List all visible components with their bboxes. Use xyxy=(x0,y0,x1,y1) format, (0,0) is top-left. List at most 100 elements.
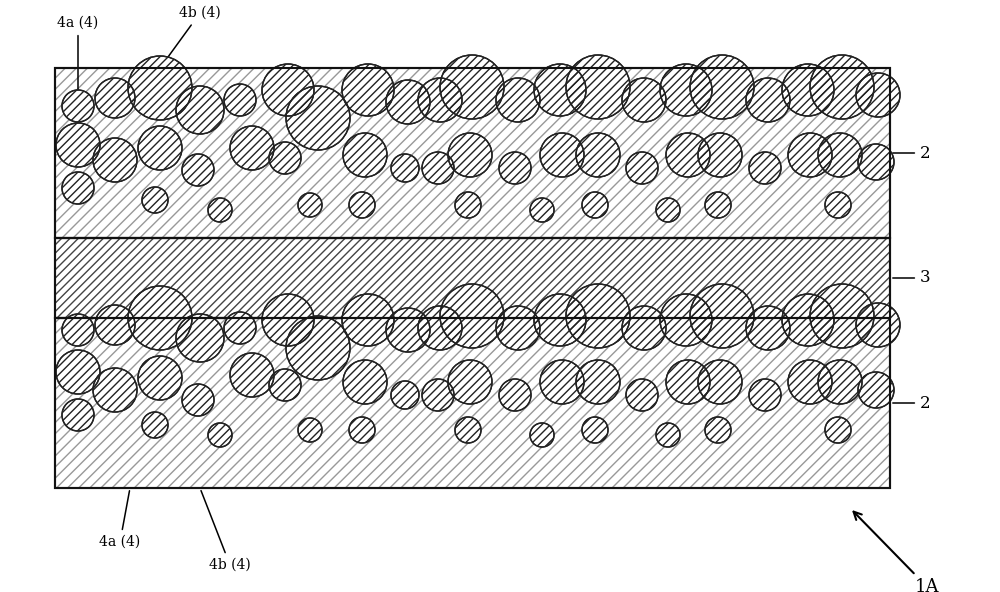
Bar xyxy=(55,238,890,318)
Circle shape xyxy=(530,198,554,222)
Circle shape xyxy=(858,144,894,180)
Circle shape xyxy=(224,84,256,116)
Circle shape xyxy=(566,284,630,348)
Circle shape xyxy=(286,316,350,380)
Circle shape xyxy=(746,78,790,122)
Text: 2: 2 xyxy=(893,394,931,411)
Circle shape xyxy=(496,306,540,350)
Circle shape xyxy=(746,306,790,350)
Circle shape xyxy=(782,294,834,346)
Circle shape xyxy=(782,64,834,116)
Circle shape xyxy=(455,417,481,443)
Circle shape xyxy=(349,192,375,218)
Circle shape xyxy=(749,152,781,184)
Circle shape xyxy=(269,369,301,401)
Circle shape xyxy=(810,284,874,348)
Circle shape xyxy=(62,90,94,122)
Circle shape xyxy=(386,308,430,352)
Circle shape xyxy=(208,423,232,447)
Circle shape xyxy=(626,379,658,411)
Circle shape xyxy=(230,353,274,397)
Circle shape xyxy=(582,417,608,443)
Bar xyxy=(55,318,890,488)
Circle shape xyxy=(622,306,666,350)
Bar xyxy=(55,318,890,488)
Circle shape xyxy=(810,55,874,119)
Circle shape xyxy=(138,356,182,400)
Circle shape xyxy=(440,55,504,119)
Circle shape xyxy=(349,417,375,443)
Circle shape xyxy=(440,284,504,348)
Circle shape xyxy=(56,123,100,167)
Circle shape xyxy=(95,305,135,345)
Circle shape xyxy=(534,64,586,116)
Circle shape xyxy=(93,138,137,182)
Circle shape xyxy=(690,284,754,348)
Circle shape xyxy=(788,360,832,404)
Circle shape xyxy=(690,55,754,119)
Circle shape xyxy=(418,306,462,350)
Bar xyxy=(55,318,890,488)
Circle shape xyxy=(298,418,322,442)
Circle shape xyxy=(62,314,94,346)
Circle shape xyxy=(95,78,135,118)
Circle shape xyxy=(128,56,192,120)
Circle shape xyxy=(182,154,214,186)
Circle shape xyxy=(176,314,224,362)
Circle shape xyxy=(540,133,584,177)
Circle shape xyxy=(208,198,232,222)
Bar xyxy=(55,238,890,318)
Circle shape xyxy=(62,399,94,431)
Circle shape xyxy=(705,192,731,218)
Circle shape xyxy=(576,133,620,177)
Bar xyxy=(55,68,890,238)
Circle shape xyxy=(262,64,314,116)
Circle shape xyxy=(386,80,430,124)
Circle shape xyxy=(224,312,256,344)
Circle shape xyxy=(391,381,419,409)
Circle shape xyxy=(566,55,630,119)
Circle shape xyxy=(788,133,832,177)
Text: 4a (4): 4a (4) xyxy=(99,491,141,549)
Bar xyxy=(55,238,890,318)
Circle shape xyxy=(418,78,462,122)
Circle shape xyxy=(856,73,900,117)
Circle shape xyxy=(825,192,851,218)
Circle shape xyxy=(582,192,608,218)
Circle shape xyxy=(391,154,419,182)
Circle shape xyxy=(818,360,862,404)
Circle shape xyxy=(496,78,540,122)
Circle shape xyxy=(342,294,394,346)
Circle shape xyxy=(142,187,168,213)
Circle shape xyxy=(749,379,781,411)
Circle shape xyxy=(499,379,531,411)
Circle shape xyxy=(269,142,301,174)
Bar xyxy=(55,68,890,238)
Circle shape xyxy=(56,350,100,394)
Circle shape xyxy=(93,368,137,412)
Circle shape xyxy=(698,360,742,404)
Bar xyxy=(55,68,890,238)
Text: 3: 3 xyxy=(893,269,931,287)
Circle shape xyxy=(138,126,182,170)
Circle shape xyxy=(825,417,851,443)
Text: 4a (4): 4a (4) xyxy=(57,16,99,103)
Circle shape xyxy=(286,86,350,150)
Text: 2: 2 xyxy=(893,144,931,162)
Circle shape xyxy=(128,286,192,350)
Circle shape xyxy=(698,133,742,177)
Circle shape xyxy=(298,193,322,217)
Circle shape xyxy=(540,360,584,404)
Circle shape xyxy=(499,152,531,184)
Circle shape xyxy=(343,133,387,177)
Circle shape xyxy=(534,294,586,346)
Circle shape xyxy=(530,423,554,447)
Circle shape xyxy=(422,152,454,184)
Circle shape xyxy=(666,360,710,404)
Bar xyxy=(55,238,890,318)
Circle shape xyxy=(660,64,712,116)
Bar xyxy=(55,68,890,238)
Circle shape xyxy=(448,360,492,404)
Circle shape xyxy=(705,417,731,443)
Text: 4b (4): 4b (4) xyxy=(201,491,251,572)
